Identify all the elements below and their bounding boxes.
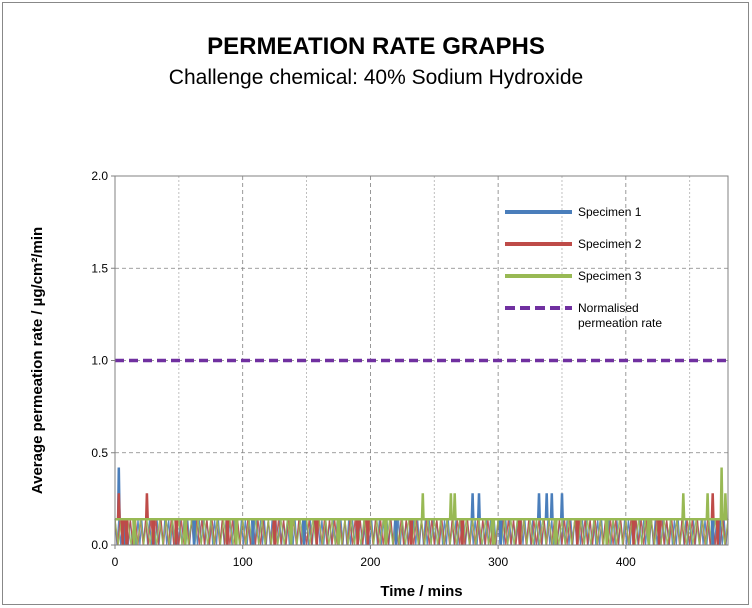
chart-title: PERMEATION RATE GRAPHS	[207, 33, 545, 60]
axes	[111, 175, 729, 549]
x-tick-label: 200	[360, 555, 380, 569]
legend-label-2: Specimen 2	[578, 237, 642, 251]
y-tick-label: 1.5	[91, 261, 108, 275]
y-tick-label: 1.0	[91, 354, 108, 368]
legend: Specimen 1 Specimen 2 Specimen 3 Normalised…	[505, 205, 662, 330]
legend-label-1: Specimen 1	[578, 205, 642, 219]
tick-labels: 0.0 0.5 1.0 1.5 2.0 0 100 200 300 400	[91, 169, 636, 569]
y-tick-label: 2.0	[91, 169, 108, 183]
x-tick-label: 0	[112, 555, 119, 569]
y-tick-label: 0.5	[91, 446, 108, 460]
series-line-1	[115, 467, 728, 546]
series-line-3	[115, 467, 728, 546]
legend-label-3: Specimen 3	[578, 269, 642, 283]
legend-label-4-line2: permeation rate	[578, 316, 662, 330]
x-tick-label: 300	[488, 555, 508, 569]
y-axis-title: Average permeation rate / µg/cm²/min	[29, 227, 46, 494]
x-tick-label: 100	[233, 555, 253, 569]
x-tick-label: 400	[616, 555, 636, 569]
legend-label-4: Normalised	[578, 301, 639, 315]
chart-subtitle: Challenge chemical: 40% Sodium Hydroxide	[168, 66, 584, 89]
y-tick-label: 0.0	[91, 538, 108, 552]
x-axis-title: Time / mins	[380, 583, 462, 600]
